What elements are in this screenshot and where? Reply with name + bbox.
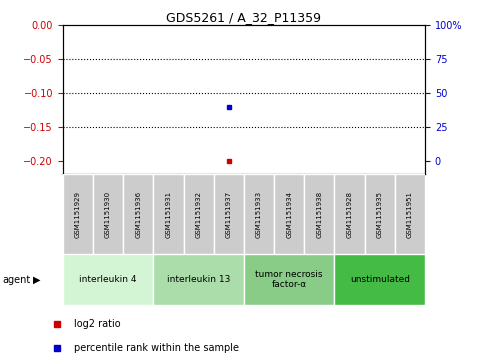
FancyBboxPatch shape [334,254,425,305]
FancyBboxPatch shape [93,174,123,254]
Text: agent: agent [2,274,30,285]
Text: interleukin 13: interleukin 13 [167,275,230,284]
FancyBboxPatch shape [154,174,184,254]
Text: GSM1151951: GSM1151951 [407,191,413,238]
Text: GSM1151929: GSM1151929 [75,191,81,238]
Text: GSM1151934: GSM1151934 [286,191,292,238]
FancyBboxPatch shape [63,174,93,254]
Text: log2 ratio: log2 ratio [73,319,120,329]
Text: tumor necrosis
factor-α: tumor necrosis factor-α [256,270,323,289]
Text: GSM1151936: GSM1151936 [135,191,141,238]
Text: unstimulated: unstimulated [350,275,410,284]
FancyBboxPatch shape [304,174,334,254]
Title: GDS5261 / A_32_P11359: GDS5261 / A_32_P11359 [167,11,321,24]
FancyBboxPatch shape [154,254,244,305]
Text: GSM1151937: GSM1151937 [226,191,232,238]
Text: ▶: ▶ [33,274,41,285]
FancyBboxPatch shape [244,174,274,254]
Text: GSM1151930: GSM1151930 [105,191,111,238]
FancyBboxPatch shape [213,174,244,254]
Text: percentile rank within the sample: percentile rank within the sample [73,343,239,352]
FancyBboxPatch shape [274,174,304,254]
FancyBboxPatch shape [63,254,154,305]
Text: GSM1151935: GSM1151935 [377,191,383,238]
Text: interleukin 4: interleukin 4 [79,275,137,284]
FancyBboxPatch shape [395,174,425,254]
Text: GSM1151933: GSM1151933 [256,191,262,238]
Text: GSM1151932: GSM1151932 [196,191,201,238]
FancyBboxPatch shape [334,174,365,254]
FancyBboxPatch shape [184,174,213,254]
FancyBboxPatch shape [123,174,154,254]
Text: GSM1151928: GSM1151928 [347,191,353,238]
Text: GSM1151931: GSM1151931 [166,191,171,238]
Text: GSM1151938: GSM1151938 [316,191,322,238]
FancyBboxPatch shape [365,174,395,254]
FancyBboxPatch shape [244,254,334,305]
